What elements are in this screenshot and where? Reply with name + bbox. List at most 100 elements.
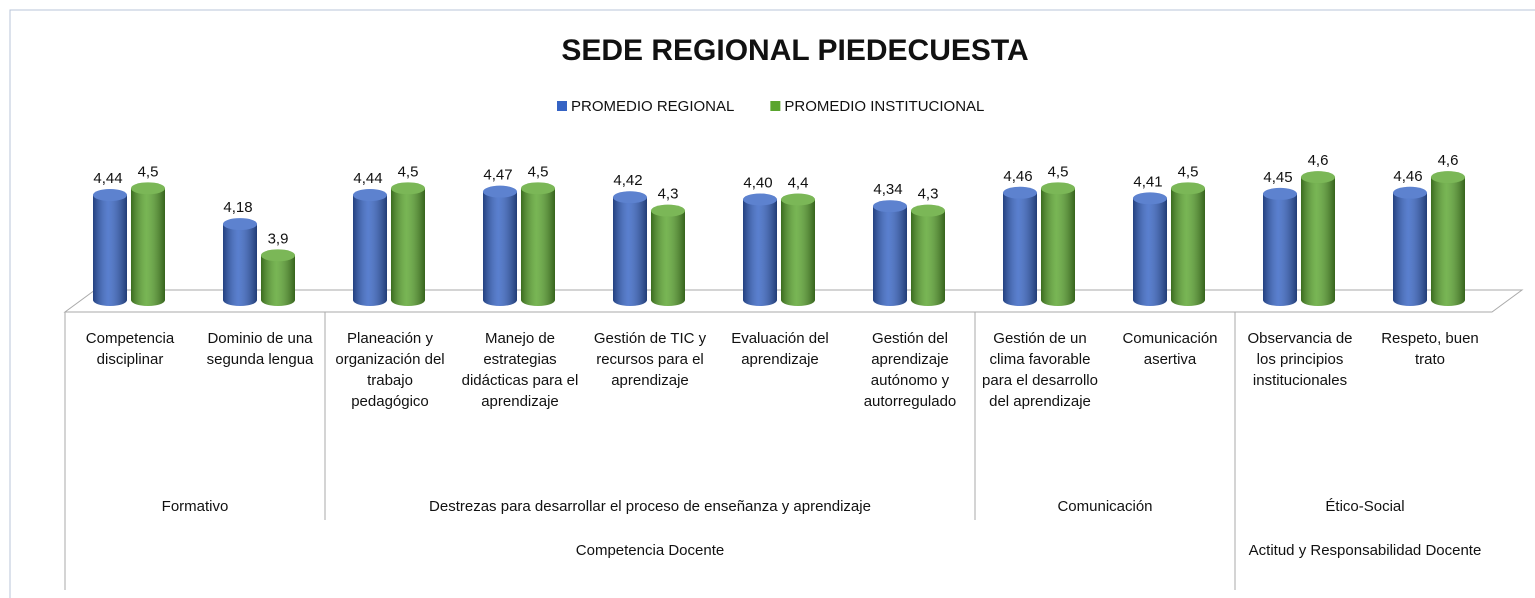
bar	[483, 185, 517, 306]
bar-top-shine	[743, 193, 777, 206]
bar-body-shade	[1133, 198, 1167, 300]
bar	[911, 204, 945, 306]
bar-top	[651, 204, 685, 217]
value-label: 4,5	[1048, 163, 1069, 180]
bar-body-shade	[131, 188, 165, 300]
bar-body-shade	[873, 206, 907, 300]
x-tick-label: Comunicación asertiva	[1122, 330, 1218, 368]
value-label: 4,34	[873, 181, 902, 198]
bar-top	[743, 193, 777, 206]
bar-body-shade	[743, 199, 777, 300]
bar	[651, 204, 685, 306]
bar-body-shade	[1003, 192, 1037, 300]
value-label: 4,46	[1393, 168, 1422, 185]
frame	[9, 9, 1535, 598]
bar-top	[1431, 171, 1465, 184]
x-tick-label: Observancia de los principios institucio…	[1247, 330, 1353, 389]
value-label: 4,5	[398, 163, 419, 180]
bar-top	[1171, 182, 1205, 195]
bar-top-shine	[131, 182, 165, 195]
group-label: Formativo	[161, 498, 229, 515]
bar-top-shine	[781, 193, 815, 206]
value-label: 4,45	[1263, 169, 1292, 186]
value-label: 4,5	[1178, 163, 1199, 180]
bar-top	[1263, 187, 1297, 200]
bar-top	[1133, 192, 1167, 205]
bar-top-shine	[1171, 182, 1205, 195]
bar	[353, 189, 387, 306]
bar-top-shine	[651, 204, 685, 217]
bar-top	[521, 182, 555, 195]
bar-top-shine	[1003, 186, 1037, 199]
group-label: Ético-Social	[1325, 498, 1405, 515]
bar-body-shade	[521, 188, 555, 300]
bar-top-shine	[391, 182, 425, 195]
bar	[873, 200, 907, 306]
supergroup-label: Actitud y Responsabilidad Docente	[1248, 542, 1482, 559]
bar	[93, 189, 127, 306]
bar-body-shade	[261, 255, 295, 300]
bar-body-shade	[613, 197, 647, 300]
bar-body-shade	[1431, 177, 1465, 300]
x-tick-label: Manejo de estrategias didácticas para el…	[461, 330, 579, 410]
chart-title: SEDE REGIONAL PIEDECUESTA	[561, 34, 1028, 67]
bar-body-shade	[1041, 188, 1075, 300]
bar-top-shine	[353, 189, 387, 202]
bar-top	[1003, 186, 1037, 199]
bar-top-shine	[93, 189, 127, 202]
bar-body-shade	[781, 199, 815, 300]
x-tick-label: Planeación y organización del trabajo pe…	[335, 330, 445, 410]
bar-top	[131, 182, 165, 195]
bar	[521, 182, 555, 306]
bar-body-shade	[483, 191, 517, 300]
bar	[261, 249, 295, 306]
legend-swatch	[770, 101, 781, 111]
bar-top-shine	[1393, 186, 1427, 199]
legend-label: PROMEDIO INSTITUCIONAL	[784, 98, 984, 115]
value-label: 3,9	[268, 230, 289, 247]
value-label: 4,6	[1438, 152, 1459, 169]
x-tick-label: Competencia disciplinar	[85, 330, 175, 368]
bar	[223, 218, 257, 306]
bar-top	[353, 189, 387, 202]
bar	[1393, 186, 1427, 306]
bar-top-shine	[1431, 171, 1465, 184]
bar-top-shine	[613, 191, 647, 204]
bar-body-shade	[1263, 193, 1297, 300]
x-tick-label: Gestión del aprendizaje autónomo y autor…	[863, 330, 957, 410]
bar-top-shine	[223, 218, 257, 231]
bar-body-shade	[223, 224, 257, 300]
bar	[781, 193, 815, 306]
bar	[131, 182, 165, 306]
value-label: 4,5	[138, 163, 159, 180]
bar	[1041, 182, 1075, 306]
value-label: 4,44	[353, 170, 382, 187]
bar-top-shine	[873, 200, 907, 213]
bar-body-shade	[651, 210, 685, 300]
bar-top	[911, 204, 945, 217]
value-label: 4,3	[658, 186, 679, 203]
bar-top-shine	[1133, 192, 1167, 205]
bar-body-shade	[1171, 188, 1205, 300]
value-label: 4,6	[1308, 152, 1329, 169]
value-label: 4,41	[1133, 173, 1162, 190]
bar-top	[261, 249, 295, 262]
value-label: 4,18	[223, 199, 252, 216]
bar	[1301, 171, 1335, 306]
bar-top	[781, 193, 815, 206]
bar-top	[873, 200, 907, 213]
value-label: 4,4	[788, 174, 809, 191]
bar-body-shade	[353, 195, 387, 300]
bar-top	[93, 189, 127, 202]
bar	[743, 193, 777, 306]
bar-top-shine	[1263, 187, 1297, 200]
bar-top-shine	[1041, 182, 1075, 195]
x-tick-label: Evaluación del aprendizaje	[731, 330, 829, 368]
bar-top-shine	[483, 185, 517, 198]
value-label: 4,46	[1003, 168, 1032, 185]
group-label: Destrezas para desarrollar el proceso de…	[429, 498, 871, 515]
bar	[1431, 171, 1465, 306]
legend-swatch	[557, 101, 567, 111]
bar-top	[483, 185, 517, 198]
value-label: 4,3	[918, 186, 939, 203]
